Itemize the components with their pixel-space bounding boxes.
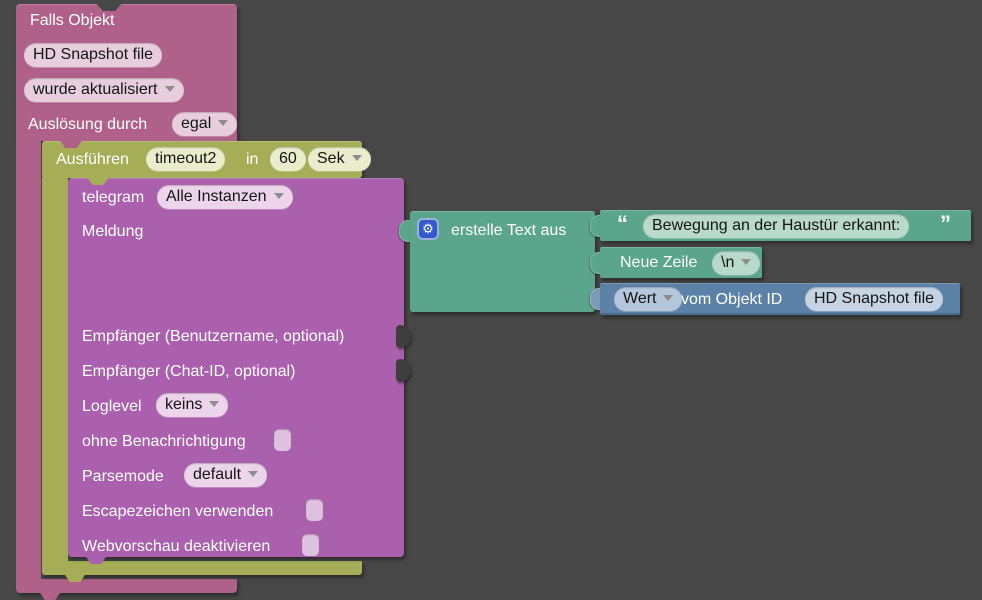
telegram-loglevel-value: keins: [165, 396, 203, 413]
telegram-escape-checkbox[interactable]: [306, 499, 323, 521]
telegram-silent-checkbox[interactable]: [274, 429, 291, 451]
telegram-recipient-user-socket: [396, 325, 411, 348]
telegram-prev-connector: [87, 178, 109, 185]
timeout-bottom-bar: [42, 561, 362, 575]
get-value-object-id-field[interactable]: HD Snapshot file: [805, 287, 944, 311]
chevron-down-icon: [209, 400, 220, 407]
timeout-left-spine: [42, 177, 68, 562]
close-quote-icon: ”: [940, 211, 951, 236]
trigger-bottom-bar: [16, 579, 237, 593]
trigger-title: Falls Objekt: [30, 12, 115, 29]
trigger-condition-dropdown[interactable]: egal: [172, 112, 238, 136]
telegram-parsemode-dropdown[interactable]: default: [184, 463, 268, 487]
trigger-condition-label: Auslösung durch: [28, 116, 148, 133]
trigger-event-value: wurde aktualisiert: [33, 81, 158, 98]
text-join-label: erstelle Text aus: [451, 222, 567, 239]
timeout-prev-connector: [59, 140, 83, 148]
text-join-output-plug: [399, 220, 412, 242]
timeout-unit-value: Sek: [317, 150, 345, 167]
block-text-join[interactable]: [410, 211, 595, 312]
gear-glyph: ⚙: [422, 221, 434, 236]
telegram-escape-label: Escapezeichen verwenden: [82, 503, 274, 520]
trigger-left-spine: [16, 140, 41, 580]
trigger-event-dropdown[interactable]: wurde aktualisiert: [24, 78, 184, 102]
timeout-unit-dropdown[interactable]: Sek: [308, 147, 371, 171]
get-value-label: vom Objekt ID: [681, 291, 783, 308]
get-value-attr-value: Wert: [623, 290, 657, 307]
telegram-silent-label: ohne Benachrichtigung: [82, 433, 246, 450]
text-literal-plug: [590, 215, 603, 237]
newline-plug: [590, 252, 603, 274]
timeout-next-connector: [64, 574, 86, 582]
open-quote-icon: “: [617, 211, 628, 236]
chevron-down-icon: [248, 470, 259, 477]
telegram-next-connector: [85, 556, 107, 564]
get-value-attr-dropdown[interactable]: Wert: [614, 287, 683, 311]
newline-label: Neue Zeile: [620, 254, 698, 271]
telegram-loglevel-dropdown[interactable]: keins: [156, 393, 229, 417]
block-telegram[interactable]: [68, 178, 404, 557]
trigger-condition-value: egal: [181, 115, 212, 132]
timeout-label: Ausführen: [56, 151, 129, 168]
timeout-name-field[interactable]: timeout2: [146, 147, 226, 171]
text-literal-field[interactable]: Bewegung an der Haustür erkannt:: [643, 214, 910, 238]
telegram-no-preview-label: Webvorschau deaktivieren: [82, 538, 271, 555]
telegram-recipient-user-label: Empfänger (Benutzername, optional): [82, 328, 345, 345]
get-value-plug: [590, 288, 603, 310]
telegram-recipient-chat-socket: [396, 359, 411, 382]
telegram-loglevel-label: Loglevel: [82, 398, 142, 415]
telegram-recipient-chat-label: Empfänger (Chat-ID, optional): [82, 363, 296, 380]
chevron-down-icon: [663, 294, 674, 301]
chevron-down-icon: [218, 119, 229, 126]
chevron-down-icon: [741, 258, 752, 265]
telegram-message-label: Meldung: [82, 223, 144, 240]
chevron-down-icon: [351, 154, 362, 161]
newline-dropdown[interactable]: \n: [712, 251, 761, 275]
chevron-down-icon: [164, 85, 175, 92]
telegram-no-preview-checkbox[interactable]: [302, 534, 319, 556]
trigger-next-connector: [39, 592, 61, 600]
timeout-delay-field[interactable]: 60: [270, 147, 306, 171]
newline-value: \n: [721, 254, 735, 271]
telegram-instance-label: telegram: [82, 189, 145, 206]
gear-icon[interactable]: ⚙: [417, 218, 439, 240]
telegram-parsemode-value: default: [193, 466, 242, 483]
chevron-down-icon: [273, 192, 284, 199]
trigger-object-id-field[interactable]: HD Snapshot file: [24, 43, 163, 67]
timeout-in-label: in: [246, 151, 259, 168]
trigger-top-notch: [96, 4, 122, 11]
telegram-instance-value: Alle Instanzen: [166, 188, 267, 205]
telegram-parsemode-label: Parsemode: [82, 468, 164, 485]
telegram-instance-dropdown[interactable]: Alle Instanzen: [157, 185, 293, 209]
